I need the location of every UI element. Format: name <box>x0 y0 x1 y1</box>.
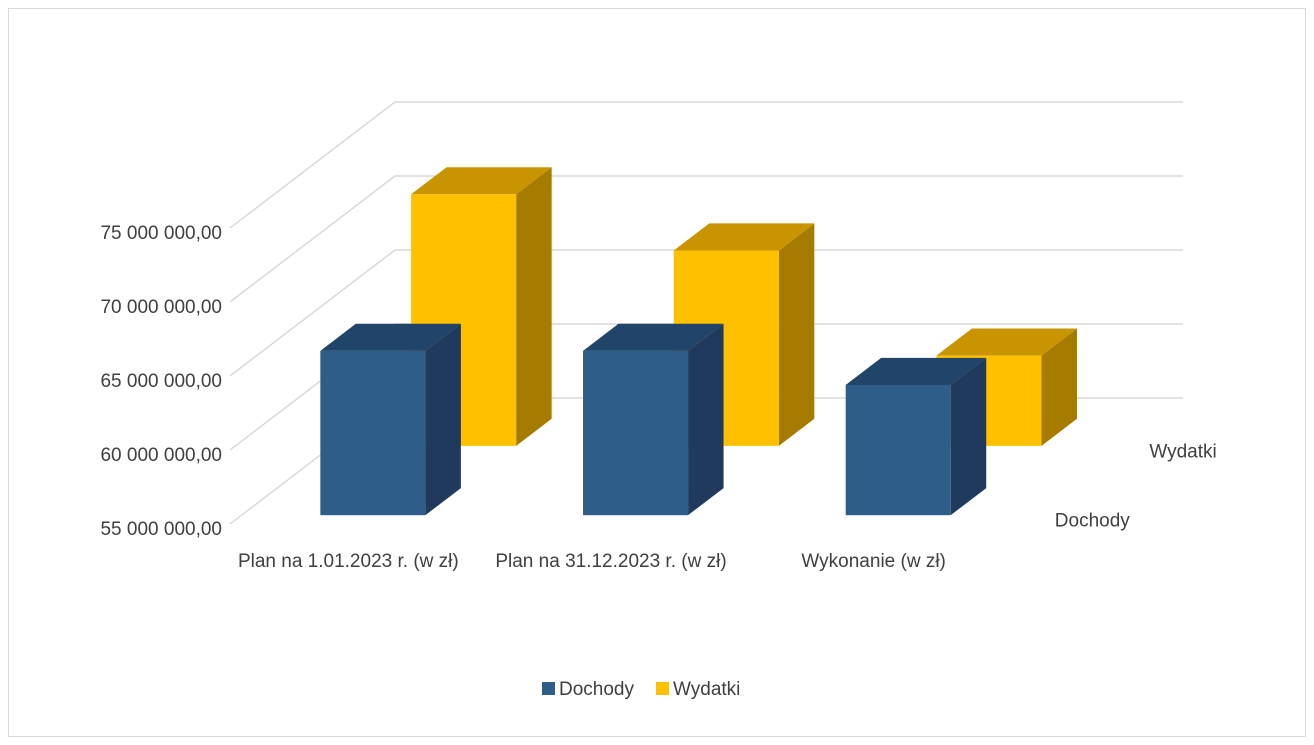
bar-top <box>583 323 724 351</box>
bar-side <box>425 323 461 516</box>
bar-front <box>583 350 689 516</box>
x-tick-label: Wykonanie (w zł) <box>801 551 946 572</box>
bar-top <box>320 323 461 351</box>
grid-line <box>229 249 1183 377</box>
bar-top <box>411 167 552 195</box>
x-tick-label: Plan na 31.12.2023 r. (w zł) <box>495 551 727 572</box>
bar-front <box>845 384 951 516</box>
y-tick-label: 70 000 000,00 <box>100 297 222 318</box>
bar-side <box>688 323 724 516</box>
x-tick-label: Plan na 1.01.2023 r. (w zł) <box>237 551 459 572</box>
legend-label: Wydatki <box>673 679 740 700</box>
bar <box>673 223 815 446</box>
y-tick-label: 55 000 000,00 <box>100 519 222 540</box>
bar-top <box>845 357 987 385</box>
legend-swatch <box>542 682 555 695</box>
legend-swatch <box>656 682 669 695</box>
bar-front <box>320 350 426 516</box>
legend-label: Dochody <box>559 679 634 700</box>
bar <box>583 323 724 516</box>
y-tick-label: 65 000 000,00 <box>100 371 222 392</box>
bar-side <box>950 357 987 516</box>
series-axis-label: Dochody <box>1055 511 1130 532</box>
series-axis-label: Wydatki <box>1149 441 1216 462</box>
y-tick-label: 75 000 000,00 <box>100 223 222 244</box>
bar-top <box>673 223 815 251</box>
bar-side <box>1041 328 1077 446</box>
y-tick-label: 60 000 000,00 <box>100 445 222 466</box>
bar <box>845 357 987 516</box>
grid-line <box>229 101 1183 229</box>
bar-top <box>936 328 1077 356</box>
bar <box>320 323 461 516</box>
bar-side <box>778 223 815 446</box>
bar-side <box>516 167 552 446</box>
grid-line <box>229 175 1183 303</box>
